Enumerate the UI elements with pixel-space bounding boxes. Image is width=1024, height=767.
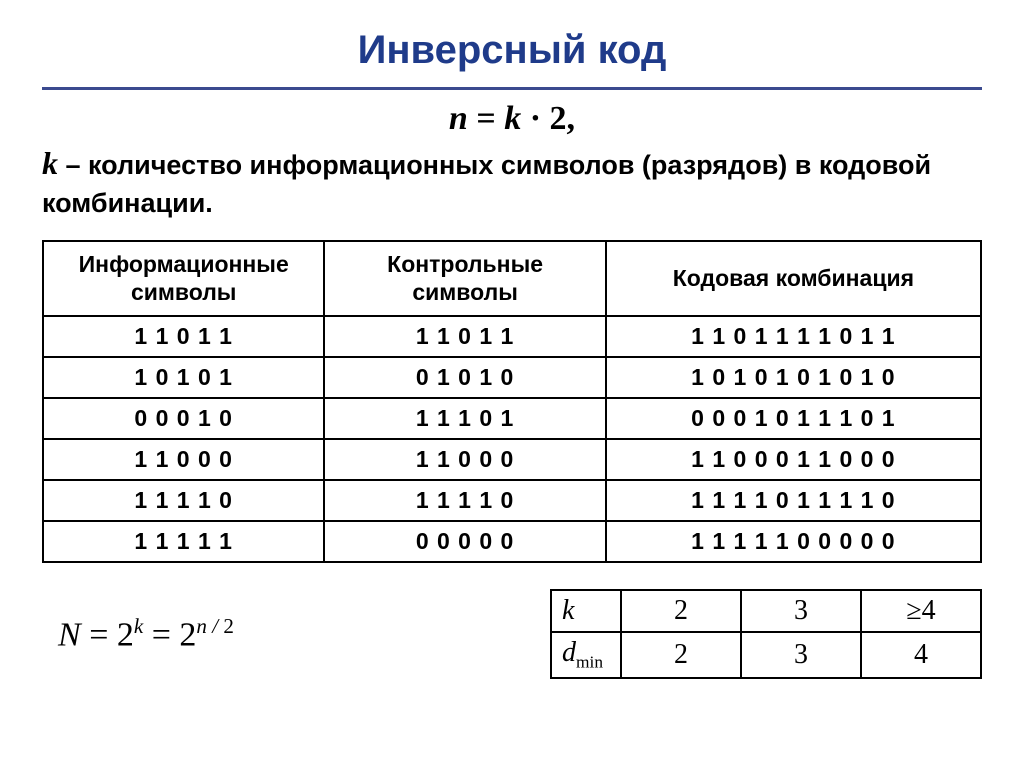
table-cell: 0 1 0 1 0 — [324, 357, 605, 398]
header-info: Информационные символы — [43, 241, 324, 317]
small-label-k: k — [551, 590, 621, 632]
table-cell: 1 1 0 0 0 — [324, 439, 605, 480]
table-cell: 1 0 1 0 1 0 1 0 1 0 — [606, 357, 981, 398]
small-table-row-dmin: dmin 2 3 4 — [551, 632, 981, 678]
small-cell: 3 — [741, 632, 861, 678]
table-cell: 1 1 1 1 0 — [43, 480, 324, 521]
header-control: Контрольные символы — [324, 241, 605, 317]
title-underline — [42, 87, 982, 90]
table-cell: 1 1 0 1 1 — [324, 316, 605, 357]
table-cell: 0 0 0 0 0 — [324, 521, 605, 562]
table-cell: 1 1 1 1 0 1 1 1 1 0 — [606, 480, 981, 521]
table-row: 1 1 1 1 01 1 1 1 01 1 1 1 0 1 1 1 1 0 — [43, 480, 981, 521]
table-row: 1 1 0 0 01 1 0 0 01 1 0 0 0 1 1 0 0 0 — [43, 439, 981, 480]
table-row: 0 0 0 1 01 1 1 0 10 0 0 1 0 1 1 1 0 1 — [43, 398, 981, 439]
table-cell: 1 1 1 0 1 — [324, 398, 605, 439]
small-label-dmin: dmin — [551, 632, 621, 678]
small-cell: 4 — [861, 632, 981, 678]
table-cell: 0 0 0 1 0 — [43, 398, 324, 439]
table-cell: 1 1 0 0 0 — [43, 439, 324, 480]
table-cell: 1 0 1 0 1 — [43, 357, 324, 398]
small-cell: 2 — [621, 590, 741, 632]
table-row: 1 0 1 0 10 1 0 1 01 0 1 0 1 0 1 0 1 0 — [43, 357, 981, 398]
small-cell: ≥4 — [861, 590, 981, 632]
formula-bottom: N = 2k = 2n / 2 — [42, 614, 234, 654]
description: k – количество информационных символов (… — [42, 142, 940, 222]
small-cell: 3 — [741, 590, 861, 632]
small-cell: 2 — [621, 632, 741, 678]
page-title: Инверсный код — [42, 28, 982, 73]
formula-top: n = k · 2, — [42, 100, 982, 138]
header-code: Кодовая комбинация — [606, 241, 981, 317]
main-table: Информационные символы Контрольные симво… — [42, 240, 982, 564]
small-table-row-k: k 2 3 ≥4 — [551, 590, 981, 632]
table-cell: 1 1 0 0 0 1 1 0 0 0 — [606, 439, 981, 480]
table-cell: 1 1 1 1 0 — [324, 480, 605, 521]
table-cell: 1 1 1 1 1 — [43, 521, 324, 562]
table-cell: 1 1 0 1 1 1 1 0 1 1 — [606, 316, 981, 357]
description-text: – количество информационных символов (ра… — [42, 150, 931, 218]
table-header-row: Информационные символы Контрольные симво… — [43, 241, 981, 317]
table-row: 1 1 1 1 10 0 0 0 01 1 1 1 1 0 0 0 0 0 — [43, 521, 981, 562]
table-row: 1 1 0 1 11 1 0 1 11 1 0 1 1 1 1 0 1 1 — [43, 316, 981, 357]
table-cell: 0 0 0 1 0 1 1 1 0 1 — [606, 398, 981, 439]
small-table: k 2 3 ≥4 dmin 2 3 4 — [550, 589, 982, 679]
table-cell: 1 1 1 1 1 0 0 0 0 0 — [606, 521, 981, 562]
description-k: k — [42, 145, 58, 181]
table-cell: 1 1 0 1 1 — [43, 316, 324, 357]
